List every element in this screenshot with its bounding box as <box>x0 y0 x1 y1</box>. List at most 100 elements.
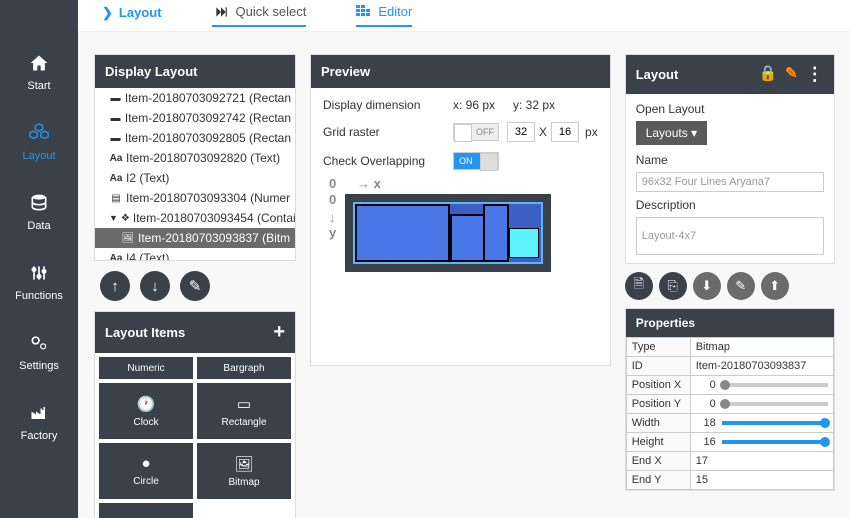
open-layout-label: Open Layout <box>636 102 824 116</box>
tab-label: Editor <box>378 4 412 19</box>
prop-endx: 17 <box>690 452 833 471</box>
axis-y: ↓y <box>329 210 336 240</box>
tree-item-selected[interactable]: 🖼Item-20180703093837 (Bitm <box>95 228 295 248</box>
image-icon: 🖼 <box>121 233 135 244</box>
tree-item[interactable]: ▼❖Item-20180703093454 (Contai <box>95 208 295 228</box>
preview-panel: Preview Display dimension x: 96 px y: 32… <box>310 54 611 366</box>
tab-layout[interactable]: ❯ Layout <box>102 5 162 27</box>
prop-type: Bitmap <box>690 338 833 357</box>
grid-height-input[interactable] <box>551 122 579 142</box>
sidebar: Start Layout Data Functions Settings <box>0 0 78 518</box>
slider-width[interactable] <box>722 421 828 425</box>
sliders-icon <box>29 261 49 285</box>
panel-title: Display Layout <box>105 64 197 79</box>
add-item-button[interactable]: + <box>273 321 285 344</box>
tree-item[interactable]: AaItem-20180703092820 (Text) <box>95 148 295 168</box>
layouts-dropdown[interactable]: Layouts ▾ <box>636 121 707 145</box>
erase-button[interactable]: ✎ <box>180 271 210 301</box>
tree-item[interactable]: ▬Item-20180703092721 (Rectan <box>95 88 295 108</box>
sidebar-item-label: Layout <box>22 150 55 162</box>
layout-item-clock[interactable]: 🕐Clock <box>99 383 193 439</box>
desc-label: Description <box>636 198 824 212</box>
sidebar-item-label: Data <box>27 220 50 232</box>
edit-icon[interactable]: ✎ <box>785 64 798 85</box>
sidebar-item-settings[interactable]: Settings <box>0 320 78 390</box>
slider-posy[interactable] <box>722 402 828 406</box>
sidebar-item-functions[interactable]: Functions <box>0 250 78 320</box>
database-icon <box>29 191 49 215</box>
layout-items-panel: Layout Items + Numeric Bargraph 🕐Clock ▭R… <box>94 311 296 518</box>
copy-button[interactable]: ⎘ <box>659 272 687 300</box>
text-icon: Aa <box>109 253 123 261</box>
new-button[interactable]: 🗎 <box>625 272 653 300</box>
cubes-icon <box>28 121 50 145</box>
home-icon <box>28 51 50 75</box>
panel-title: Layout Items <box>105 325 185 340</box>
prop-endy: 15 <box>690 471 833 490</box>
grid-width-input[interactable] <box>507 122 535 142</box>
overlap-label: Check Overlapping <box>323 154 453 168</box>
layout-item-bargraph[interactable]: Bargraph <box>197 357 291 379</box>
panel-title: Properties <box>636 316 695 330</box>
dim-y: y: 32 px <box>513 98 555 112</box>
layout-item-rectangle[interactable]: ▭Rectangle <box>197 383 291 439</box>
move-down-button[interactable]: ↓ <box>140 271 170 301</box>
move-up-button[interactable]: ↑ <box>100 271 130 301</box>
prop-width: 18 <box>696 417 716 429</box>
tree-item[interactable]: ▤Item-20180703093304 (Numer <box>95 188 295 208</box>
container-icon: ❖ <box>121 213 130 224</box>
layout-tree: ▬Item-20180703092721 (Rectan ▬Item-20180… <box>95 88 295 260</box>
rect-icon: ▬ <box>109 113 122 124</box>
display-layout-panel: Display Layout ▬Item-20180703092721 (Rec… <box>94 54 296 261</box>
top-tabs: ❯ Layout Quick select Editor <box>78 0 850 32</box>
sidebar-item-label: Start <box>27 80 50 92</box>
preview-canvas[interactable] <box>353 202 543 264</box>
sidebar-item-label: Functions <box>15 290 63 302</box>
tree-item[interactable]: ▬Item-20180703092805 (Rectan <box>95 128 295 148</box>
circle-icon: ● <box>141 455 150 472</box>
tree-item[interactable]: ▬Item-20180703092742 (Rectan <box>95 108 295 128</box>
panel-title: Layout <box>636 67 679 82</box>
preview-block[interactable] <box>355 204 450 262</box>
layout-item-circle[interactable]: ●Circle <box>99 443 193 499</box>
prop-height: 16 <box>696 436 716 448</box>
slider-height[interactable] <box>722 440 828 444</box>
upload-button[interactable]: ⬆ <box>761 272 789 300</box>
properties-panel: Properties TypeBitmap IDItem-20180703093… <box>625 308 835 491</box>
sidebar-item-layout[interactable]: Layout <box>0 110 78 180</box>
lock-icon[interactable]: 🔒 <box>758 64 777 85</box>
layout-item-more[interactable]: ⊞ <box>99 503 193 518</box>
overlap-toggle[interactable]: ON <box>453 152 499 170</box>
name-input[interactable] <box>636 172 824 192</box>
bitmap-icon: 🖼 <box>234 455 253 473</box>
text-icon: Aa <box>109 153 123 164</box>
slider-posx[interactable] <box>722 383 828 387</box>
tab-label: Layout <box>119 5 162 20</box>
tab-quickselect[interactable]: Quick select <box>212 4 307 27</box>
tree-item[interactable]: AaI2 (Text) <box>95 168 295 188</box>
layout-item-bitmap[interactable]: 🖼Bitmap <box>197 443 291 499</box>
name-label: Name <box>636 153 824 167</box>
panel-title: Preview <box>321 64 370 79</box>
caret-down-icon: ▼ <box>109 213 118 223</box>
erase-button[interactable]: ✎ <box>727 272 755 300</box>
layout-panel: Layout 🔒 ✎ ⋮ Open Layout Layouts ▾ Name … <box>625 54 835 264</box>
grid-label: Grid raster <box>323 125 453 139</box>
axis-x: → x <box>357 176 381 191</box>
more-icon[interactable]: ⋮ <box>806 64 824 85</box>
prop-posy: 0 <box>696 398 716 410</box>
sidebar-item-factory[interactable]: Factory <box>0 390 78 460</box>
download-button[interactable]: ⬇ <box>693 272 721 300</box>
layout-item-numeric[interactable]: Numeric <box>99 357 193 379</box>
desc-input[interactable] <box>636 217 824 255</box>
sidebar-item-start[interactable]: Start <box>0 40 78 110</box>
preview-block[interactable] <box>483 204 509 262</box>
sidebar-item-data[interactable]: Data <box>0 180 78 250</box>
sidebar-item-label: Factory <box>21 430 58 442</box>
tab-editor[interactable]: Editor <box>356 4 412 27</box>
preview-block-selected[interactable] <box>509 228 539 258</box>
clock-icon: 🕐 <box>137 395 156 413</box>
tree-item[interactable]: AaI4 (Text) <box>95 248 295 260</box>
grid-toggle[interactable]: OFF <box>453 123 499 141</box>
rect-icon: ▬ <box>109 133 122 144</box>
